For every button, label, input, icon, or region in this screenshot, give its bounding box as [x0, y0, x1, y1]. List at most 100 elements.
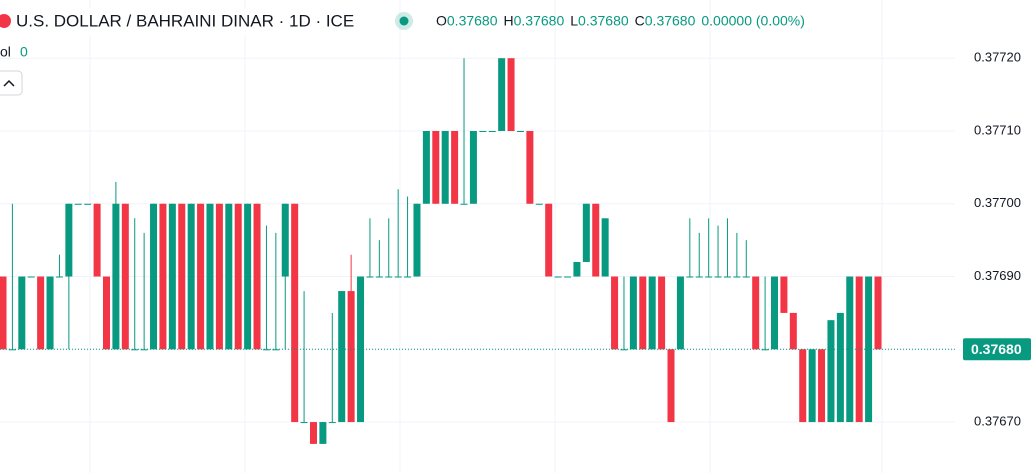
- candle-body: [855, 276, 863, 423]
- candle-body: [131, 349, 139, 351]
- candle-body: [771, 276, 779, 350]
- last-price-label: 0.37680: [971, 341, 1022, 357]
- candle-body: [667, 349, 675, 423]
- candle-body: [874, 276, 882, 350]
- candle-body: [102, 276, 110, 350]
- candle-body: [432, 130, 440, 204]
- candle-body: [582, 203, 590, 262]
- candle-body: [338, 291, 346, 423]
- candle-body: [479, 130, 487, 132]
- candle-body: [375, 276, 383, 278]
- candle-body: [253, 203, 261, 350]
- candle-body: [74, 203, 82, 205]
- candle-body: [150, 203, 158, 350]
- candle-body: [516, 130, 524, 132]
- candle-body: [639, 276, 647, 350]
- candle-body: [65, 203, 73, 277]
- y-tick-label: 0.37690: [974, 268, 1021, 283]
- change: 0.00000 (0.00%): [701, 13, 805, 29]
- candle-body: [808, 349, 816, 423]
- y-tick-label: 0.37670: [974, 413, 1021, 428]
- candle-body: [37, 276, 45, 350]
- candle-body: [460, 203, 468, 205]
- candle-body: [18, 276, 26, 350]
- candle-body: [789, 312, 797, 350]
- candle-body: [620, 349, 628, 351]
- candle-body: [865, 276, 873, 423]
- ohlc-key: L: [570, 13, 578, 29]
- candle-body: [234, 203, 242, 350]
- candle-body: [441, 130, 449, 204]
- candle-body: [535, 203, 543, 205]
- candle-body: [366, 276, 374, 278]
- candle-body: [112, 203, 120, 350]
- candle-body: [0, 276, 7, 350]
- candle-body: [55, 276, 63, 278]
- candle-body: [648, 276, 656, 350]
- status-dot: [399, 16, 409, 26]
- candle-body: [404, 276, 412, 278]
- candle-body: [676, 276, 684, 350]
- candle-body: [300, 422, 308, 424]
- candle-body: [319, 422, 327, 444]
- candle-body: [658, 276, 666, 350]
- candle-body: [488, 130, 496, 132]
- candle-body: [93, 203, 101, 277]
- candle-body: [545, 203, 553, 277]
- candle-body: [385, 276, 393, 278]
- volume-label: ol: [0, 44, 11, 60]
- candle-body: [723, 276, 731, 278]
- volume-value: 0: [20, 44, 28, 60]
- chart-title: U.S. DOLLAR / BAHRAINI DINAR · 1D · ICE: [16, 11, 354, 30]
- candle-body: [780, 276, 788, 313]
- ohlc-key: O: [436, 13, 447, 29]
- y-tick-label: 0.37720: [974, 50, 1021, 65]
- candle-body: [309, 422, 317, 444]
- candle-body: [394, 276, 402, 278]
- candle-body: [742, 276, 750, 278]
- candle-body: [347, 291, 355, 423]
- candle-body: [244, 203, 252, 350]
- candle-body: [27, 276, 35, 278]
- candle-body: [564, 276, 572, 278]
- candle-body: [752, 276, 760, 350]
- candle-body: [592, 203, 600, 277]
- candle-body: [281, 203, 289, 277]
- axis-bg: [955, 0, 1033, 473]
- candle-body: [413, 203, 421, 277]
- candle-body: [215, 203, 223, 350]
- ohlc-value: 0.37680: [447, 13, 498, 29]
- candle-body: [799, 349, 807, 423]
- candle-body: [225, 203, 233, 350]
- candle-body: [836, 312, 844, 423]
- price-axis: 0.37670 0.37680 0.37690 0.37700 0.37710 0.377…: [955, 0, 1033, 473]
- candle-body: [121, 203, 129, 350]
- ohlc-value: 0.37680: [578, 13, 629, 29]
- candle-body: [451, 130, 459, 204]
- y-tick-label: 0.37710: [974, 122, 1021, 137]
- candle-body: [601, 218, 609, 277]
- plot: [0, 57, 955, 444]
- candle-body: [554, 276, 562, 278]
- candle-body: [159, 203, 167, 350]
- candle-body: [187, 203, 195, 350]
- ohlc-value: 0.37680: [514, 13, 565, 29]
- candle-body: [469, 130, 477, 204]
- candle-body: [46, 276, 54, 350]
- symbol-icon: [0, 14, 11, 28]
- candle-body: [84, 203, 92, 205]
- candle-body: [197, 203, 205, 350]
- candle-body: [498, 58, 506, 131]
- candle-body: [328, 422, 336, 424]
- ohlc-key: H: [504, 13, 514, 29]
- candle-body: [178, 203, 186, 350]
- candle-body: [686, 276, 694, 278]
- header-bg: [0, 8, 380, 36]
- candle-body: [733, 276, 741, 278]
- last-price-tag: [963, 338, 1031, 361]
- candle-body: [695, 276, 703, 278]
- candle-body: [422, 130, 430, 204]
- chevron: [3, 79, 15, 87]
- grid: [89, 0, 883, 473]
